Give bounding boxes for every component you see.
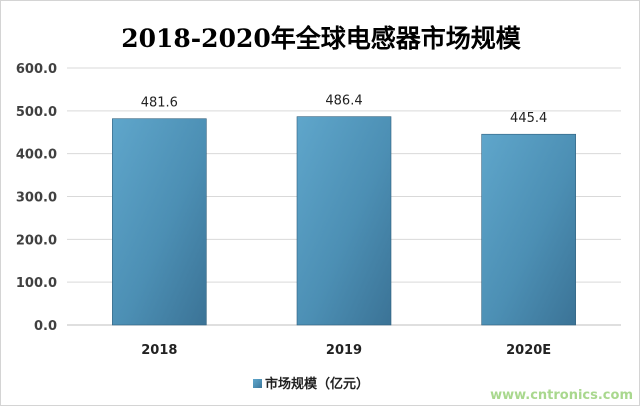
legend: 市场规模（亿元） <box>253 376 369 392</box>
y-tick-label: 0.0 <box>34 319 57 334</box>
y-tick-label: 100.0 <box>16 276 57 291</box>
bar <box>112 118 207 326</box>
y-tick-label: 200.0 <box>16 233 57 248</box>
x-tick-label: 2018 <box>141 343 177 358</box>
chart-title: 2018-2020年全球电感器市场规模 <box>121 24 522 53</box>
x-tick-label: 2020E <box>506 343 551 358</box>
x-tick-label: 2019 <box>326 343 362 358</box>
data-label: 445.4 <box>510 111 547 126</box>
data-label: 486.4 <box>325 94 362 109</box>
legend-swatch <box>253 379 262 388</box>
y-tick-label: 600.0 <box>16 62 57 77</box>
bars: 481.6 486.4 445.4 <box>112 94 576 326</box>
y-axis: 0.0 100.0 200.0 300.0 400.0 500.0 600.0 <box>16 62 57 334</box>
x-axis: 2018 2019 2020E <box>141 343 551 358</box>
data-label: 481.6 <box>141 96 178 111</box>
watermark: www.cntronics.com <box>490 388 633 403</box>
bar <box>481 133 576 326</box>
bar <box>296 116 392 326</box>
y-tick-label: 400.0 <box>16 148 57 163</box>
y-tick-label: 500.0 <box>16 105 57 120</box>
y-tick-label: 300.0 <box>16 191 57 206</box>
legend-label: 市场规模（亿元） <box>265 376 369 392</box>
